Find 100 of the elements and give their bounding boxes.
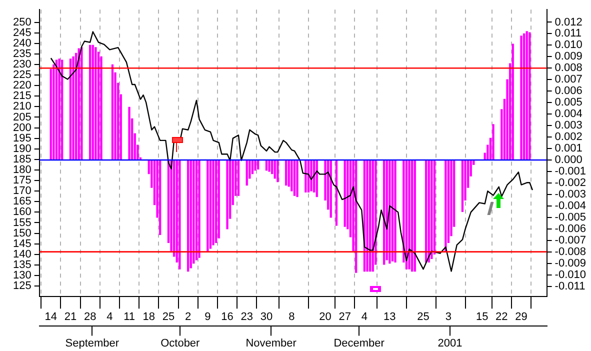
bar — [430, 160, 433, 260]
y2-tick-label: -0.001 — [554, 166, 586, 178]
bar — [366, 160, 368, 272]
bar — [215, 160, 218, 243]
x-tick-label: 4 — [106, 311, 113, 324]
x-tick-label: 28 — [84, 311, 96, 324]
x2-tick-label: December — [334, 337, 385, 350]
bar — [526, 31, 528, 160]
y-tick-label: 250 — [12, 16, 32, 28]
x-tick-label: 25 — [162, 311, 175, 324]
bar — [461, 160, 464, 212]
y2-tick-label: 0.001 — [554, 142, 582, 155]
bar — [296, 160, 298, 198]
bar — [512, 44, 514, 160]
y2-tick-label: -0.002 — [554, 176, 586, 189]
x-tick-label: 3 — [445, 311, 452, 324]
x-tick-label: 2 — [185, 311, 192, 324]
x-tick-label: 14 — [44, 311, 58, 324]
y2-tick-label: -0.004 — [554, 200, 586, 212]
bar — [304, 160, 307, 192]
y-tick-label: 135 — [12, 258, 32, 271]
bar — [159, 160, 162, 235]
bar — [246, 160, 248, 186]
bar — [192, 160, 195, 264]
y-tick-label: 190 — [12, 142, 32, 155]
bar — [520, 36, 522, 160]
y-tick-label: 170 — [12, 185, 32, 198]
y-tick-label: 195 — [12, 132, 32, 144]
bar — [178, 160, 181, 270]
bar — [206, 160, 209, 252]
y2-tick-label: 0.009 — [554, 50, 582, 63]
x-tick-label: 22 — [496, 311, 508, 324]
y2-tick-label: 0.008 — [554, 62, 582, 74]
x-tick-label: 15 — [476, 311, 488, 324]
bar — [285, 160, 288, 186]
x2-tick-label: 2001 — [438, 337, 462, 350]
y-tick-label: 145 — [12, 238, 32, 250]
x-tick-label: 21 — [64, 311, 77, 324]
bar — [198, 160, 200, 258]
bar — [52, 64, 55, 160]
y2-tick-label: 0.011 — [554, 28, 582, 40]
y2-tick-label: -0.003 — [554, 188, 586, 200]
y2-tick-label: -0.005 — [554, 211, 586, 224]
y-tick-label: 245 — [12, 26, 32, 39]
bar — [251, 160, 254, 174]
y-tick-label: 160 — [12, 206, 32, 218]
bar — [58, 58, 60, 160]
bar — [94, 47, 97, 160]
x-tick-label: 18 — [142, 311, 156, 324]
y-tick-label: 220 — [12, 80, 32, 92]
y2-tick-label: 0.010 — [554, 39, 582, 52]
x-tick-label: 9 — [204, 311, 211, 324]
bar — [226, 160, 228, 230]
x-tick-label: 23 — [240, 311, 254, 324]
bar — [293, 160, 296, 196]
bar — [369, 160, 372, 272]
bar — [190, 160, 192, 268]
y2-tick-label: 0.007 — [554, 74, 582, 86]
y2-tick-label: 0.004 — [554, 108, 582, 120]
x-tick-label: 29 — [515, 311, 528, 324]
bar — [89, 44, 92, 160]
x2-tick-label: November — [246, 337, 297, 350]
x-tick-label: 13 — [384, 311, 396, 324]
x-tick-label: 8 — [288, 311, 295, 324]
bar — [344, 160, 346, 227]
bar — [425, 160, 428, 262]
y2-tick-label: 0.006 — [554, 85, 582, 98]
bar — [411, 160, 414, 272]
y-tick-label: 175 — [12, 174, 32, 187]
y-tick-label: 205 — [12, 111, 32, 124]
y2-tick-label: -0.009 — [554, 257, 586, 270]
bar — [187, 160, 190, 272]
y2-tick-label: 0.003 — [554, 120, 582, 132]
y2-tick-label: 0.012 — [554, 16, 582, 28]
bar — [72, 56, 74, 160]
y2-tick-label: -0.011 — [554, 280, 586, 292]
bar — [50, 68, 52, 160]
y-tick-label: 235 — [12, 48, 32, 60]
bar — [528, 32, 531, 160]
y2-tick-label: 0.002 — [554, 131, 582, 144]
bar — [268, 160, 270, 172]
x-tick-label: 25 — [417, 311, 430, 324]
y-tick-label: 230 — [12, 58, 32, 70]
y2-tick-label: 0.000 — [554, 154, 582, 166]
x2-tick-label: October — [160, 337, 200, 350]
bar — [492, 124, 494, 160]
y-tick-label: 140 — [12, 248, 32, 260]
x-tick-label: 27 — [338, 311, 352, 324]
y-tick-label: 215 — [12, 90, 32, 102]
bar — [408, 160, 410, 270]
bar — [394, 160, 396, 262]
x-tick-label: 16 — [221, 311, 234, 324]
y-tick-label: 240 — [12, 37, 32, 50]
x2-tick-label: September — [65, 337, 120, 350]
bar — [310, 160, 312, 192]
y-tick-label: 165 — [12, 196, 32, 208]
y2-tick-label: 0.005 — [554, 96, 582, 109]
x-tick-label: 30 — [260, 311, 273, 324]
bar — [522, 33, 526, 160]
bar — [276, 160, 279, 182]
